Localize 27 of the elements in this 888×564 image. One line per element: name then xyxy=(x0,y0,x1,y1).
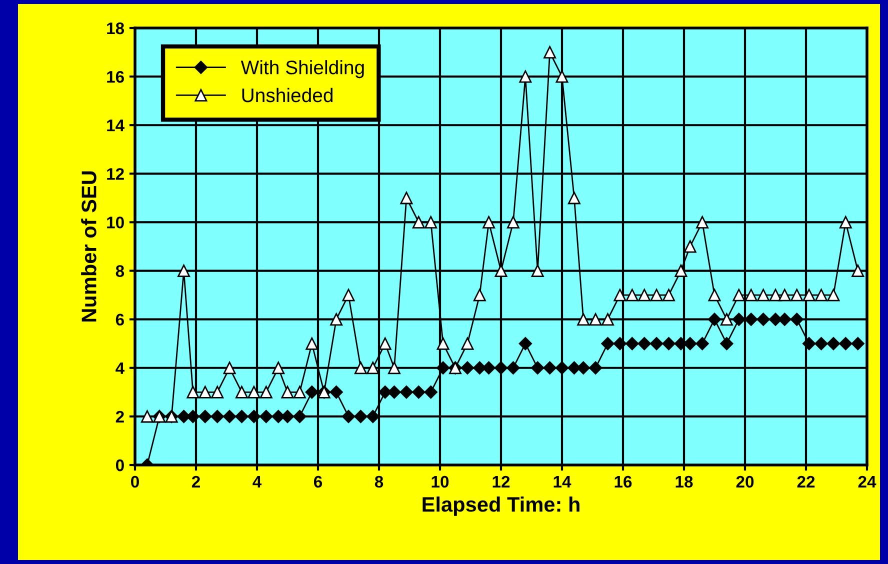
y-tick-label: 10 xyxy=(107,216,124,228)
y-tick-label: 16 xyxy=(107,70,124,83)
x-tick-label: 16 xyxy=(614,476,632,488)
x-tick-label: 6 xyxy=(314,476,322,488)
legend-label: With Shielding xyxy=(240,60,364,78)
x-tick-label: 12 xyxy=(492,476,510,488)
x-tick-label: 14 xyxy=(554,476,572,488)
legend-label: Unshieded xyxy=(242,88,333,102)
y-tick-label: 12 xyxy=(107,168,124,180)
x-tick-label: 10 xyxy=(432,476,449,488)
x-axis-title: Elapsed Time: h xyxy=(422,496,580,516)
y-tick-label: 6 xyxy=(116,314,124,326)
x-tick-label: 20 xyxy=(736,476,754,488)
y-tick-label: 18 xyxy=(107,22,124,34)
y-tick-label: 4 xyxy=(116,362,124,374)
x-tick-label: 22 xyxy=(797,476,815,488)
x-tick-label: 18 xyxy=(676,476,693,488)
y-tick-label: 0 xyxy=(116,459,124,472)
y-tick-label: 8 xyxy=(116,265,124,277)
y-tick-label: 2 xyxy=(116,410,124,422)
x-tick-label: 0 xyxy=(131,476,139,488)
x-tick-label: 2 xyxy=(192,476,200,488)
x-tick-label: 8 xyxy=(374,476,384,488)
y-axis-title: Number of SEU xyxy=(81,171,96,322)
x-tick-label: 24 xyxy=(858,476,876,488)
x-tick-label: 4 xyxy=(252,476,262,488)
y-tick-label: 14 xyxy=(107,120,124,132)
